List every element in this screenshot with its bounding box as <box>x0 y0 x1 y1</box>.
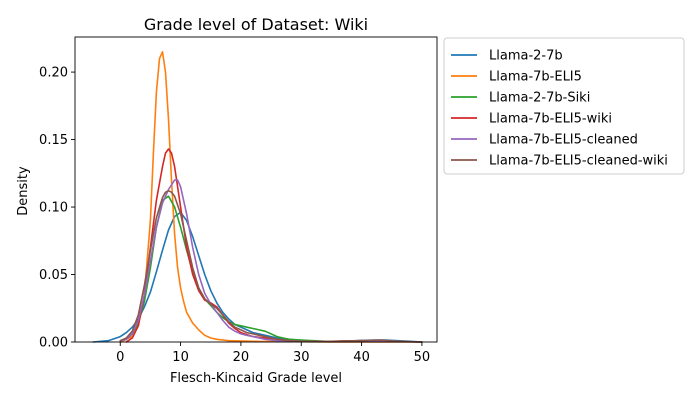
legend-label: Llama-2-7b <box>489 49 563 64</box>
y-tick-label: 0.00 <box>39 336 68 351</box>
x-tick-label: 50 <box>414 350 431 365</box>
x-tick-label: 30 <box>293 350 310 365</box>
axes-frame <box>74 36 438 343</box>
x-axis-title: Flesch-Kincaid Grade level <box>170 371 342 386</box>
y-tick-label: 0.10 <box>39 201 68 216</box>
x-tick-label: 20 <box>233 350 250 365</box>
x-tick-label: 40 <box>353 350 370 365</box>
legend-label: Llama-7b-ELI5-cleaned-wiki <box>489 154 668 169</box>
legend-label: Llama-7b-ELI5-wiki <box>489 112 612 127</box>
legend-label: Llama-7b-ELI5 <box>489 70 582 85</box>
legend-label: Llama-2-7b-Siki <box>489 91 590 106</box>
axes: 0 10 20 30 40 50 0.00 0.05 0.10 0.15 0.20 <box>39 36 438 365</box>
x-tick-label: 0 <box>116 350 124 365</box>
series-line-3 <box>119 195 423 343</box>
plot-area <box>92 51 423 343</box>
series-line-6 <box>119 190 423 343</box>
y-tick-label: 0.15 <box>39 133 68 148</box>
legend-label: Llama-7b-ELI5-cleaned <box>489 133 638 148</box>
legend-box <box>443 37 685 175</box>
y-axis-title: Density <box>16 166 31 216</box>
chart-title: Grade level of Dataset: Wiki <box>144 15 368 34</box>
y-tick-label: 0.20 <box>39 66 68 81</box>
series-line-5 <box>119 179 423 343</box>
legend: Llama-2-7b Llama-7b-ELI5 Llama-2-7b-Siki Ll… <box>443 37 685 175</box>
x-tick-label: 10 <box>172 350 189 365</box>
y-tick-label: 0.05 <box>39 268 68 283</box>
series-line-1 <box>92 211 423 343</box>
